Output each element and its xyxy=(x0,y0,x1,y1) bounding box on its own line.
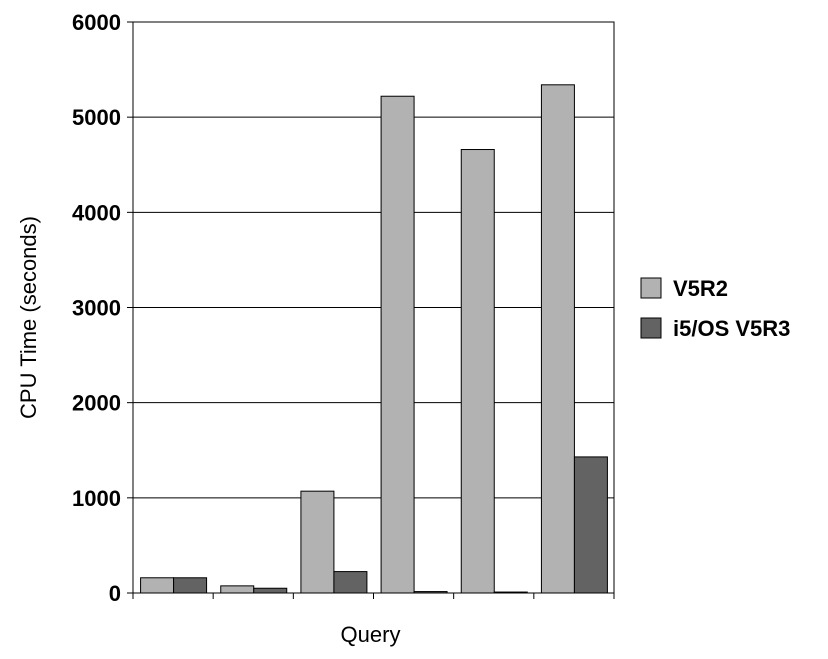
legend-swatch-2 xyxy=(640,317,662,339)
y-tick-label-3000: 3000 xyxy=(72,296,121,321)
y-tick-labels: 0 1000 2000 3000 4000 5000 6000 xyxy=(72,10,121,606)
bar-v5r3-3 xyxy=(333,571,368,594)
x-axis-label: Query xyxy=(341,622,401,647)
y-tick-label-2000: 2000 xyxy=(72,391,121,416)
bar-v5r2-4 xyxy=(380,95,415,594)
y-tick-label-4000: 4000 xyxy=(72,200,121,225)
y-tick-label-6000: 6000 xyxy=(72,10,121,35)
y-tick-label-5000: 5000 xyxy=(72,105,121,130)
y-tick-label-1000: 1000 xyxy=(72,486,121,511)
bar-v5r2-2 xyxy=(220,585,255,594)
bar-v5r2-1 xyxy=(140,577,175,594)
legend: V5R2 i5/OS V5R3 xyxy=(640,276,790,341)
bar-v5r3-2 xyxy=(253,587,288,594)
bar-v5r3-6 xyxy=(573,456,608,594)
bar-v5r2-5 xyxy=(460,149,495,594)
bars xyxy=(140,84,608,594)
bar-v5r2-6 xyxy=(540,84,575,594)
bar-v5r3-1 xyxy=(173,577,208,594)
legend-swatch-1 xyxy=(640,277,662,299)
axes xyxy=(127,21,615,599)
legend-label-1: V5R2 xyxy=(673,276,728,301)
y-axis-label: CPU Time (seconds) xyxy=(16,216,41,419)
y-tick-label-0: 0 xyxy=(109,581,121,606)
bar-v5r2-3 xyxy=(300,490,335,594)
legend-label-2: i5/OS V5R3 xyxy=(673,316,790,341)
